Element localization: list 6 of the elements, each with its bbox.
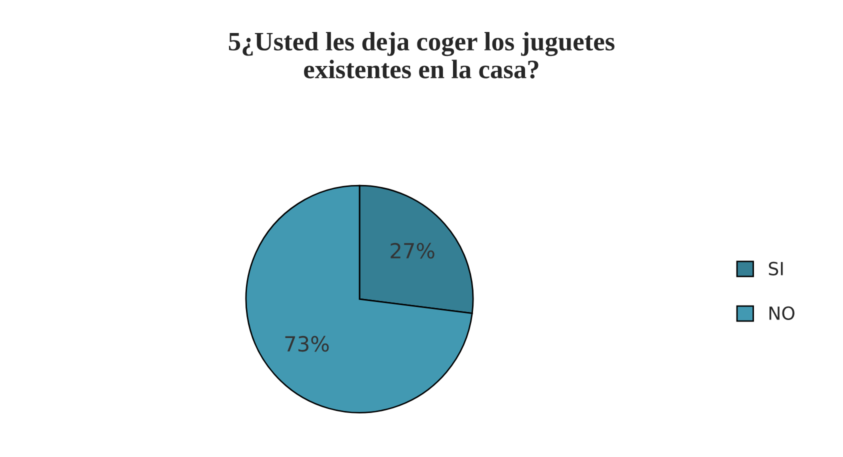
legend-label: SI bbox=[768, 262, 783, 276]
chart-title: 5¿Usted les deja coger los juguetes existentes en la casa? bbox=[228, 32, 614, 78]
legend-label: NO bbox=[769, 306, 794, 320]
pie-slice bbox=[245, 184, 473, 414]
data-label: 73% bbox=[285, 336, 329, 352]
data-label: 27% bbox=[390, 242, 434, 259]
